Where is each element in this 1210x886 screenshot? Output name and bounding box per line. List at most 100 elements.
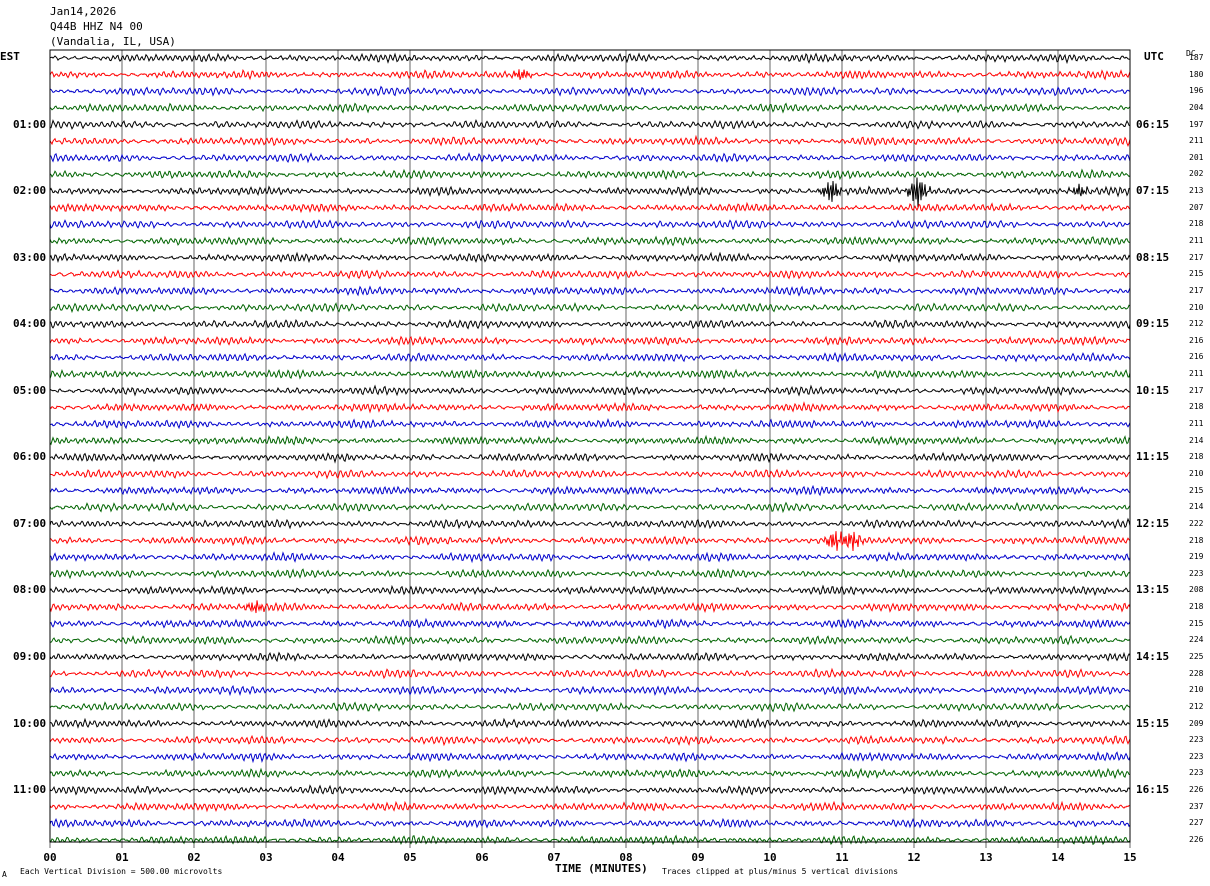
x-axis-ticks: 00 01 02 03 04 05 06 07 08 09 10 11 12 13 14 15 — [43, 851, 1136, 864]
trace-row-15 — [49, 301, 1131, 314]
trace-row-8 — [49, 177, 1131, 208]
dc-offset-value: 187 — [1189, 53, 1204, 62]
trace-row-36 — [49, 651, 1131, 663]
trace-row-17 — [49, 335, 1131, 347]
trace-row-7 — [49, 168, 1131, 181]
right-time-label: 06:15 — [1136, 117, 1170, 131]
trace-row-46 — [49, 817, 1131, 829]
x-tick-label: 00 — [43, 851, 56, 864]
trace-row-43 — [49, 767, 1131, 780]
dc-offset-value: 222 — [1189, 518, 1204, 528]
dc-offset-value: 209 — [1189, 718, 1204, 728]
dc-offset-value: 218 — [1189, 602, 1204, 612]
right-time-label: 12:15 — [1136, 516, 1170, 530]
dc-offset-value: 215 — [1189, 269, 1204, 279]
left-time-label: 05:00 — [13, 383, 47, 397]
left-time-label: 04:00 — [13, 317, 47, 331]
dc-offset-value: 223 — [1189, 751, 1204, 761]
x-tick-label: 05 — [403, 851, 416, 864]
x-tick-label: 10 — [763, 851, 776, 864]
dc-offset-value: 213 — [1189, 186, 1204, 196]
scale-note: Each Vertical Division = 500.00 microvol… — [20, 867, 223, 876]
trace-row-22 — [49, 418, 1131, 430]
trace-row-11 — [49, 235, 1131, 247]
trace-row-24 — [49, 451, 1131, 464]
dc-offset-value: 226 — [1189, 835, 1204, 844]
dc-offset-value: 211 — [1189, 136, 1204, 146]
dc-offset-value: 216 — [1189, 335, 1204, 345]
x-tick-label: 03 — [259, 851, 272, 864]
dc-offset-value: 212 — [1189, 319, 1204, 329]
dc-offset-value: 223 — [1189, 735, 1204, 745]
trace-row-30 — [49, 551, 1131, 564]
dc-offset-value: 218 — [1189, 535, 1204, 545]
right-time-label: 07:15 — [1136, 184, 1170, 198]
dc-offset-value: 211 — [1189, 236, 1204, 246]
dc-offset-value: 226 — [1189, 785, 1204, 795]
dc-offset-value: 227 — [1189, 818, 1204, 828]
dc-offset-value: 216 — [1189, 352, 1204, 362]
right-time-label: 08:15 — [1136, 250, 1170, 264]
left-time-label: 02:00 — [13, 184, 47, 198]
dc-offset-value: 210 — [1189, 302, 1204, 312]
trace-row-40 — [49, 717, 1131, 729]
dc-offset-value: 217 — [1189, 252, 1204, 262]
left-time-label: 03:00 — [13, 250, 47, 264]
right-time-label: 14:15 — [1136, 649, 1170, 663]
left-time-label: 10:00 — [13, 716, 47, 730]
dc-offset-value: 210 — [1189, 468, 1204, 478]
right-time-label: 16:15 — [1136, 783, 1170, 797]
header-station: Q44B HHZ N4 00 — [50, 20, 143, 33]
x-tick-label: 04 — [331, 851, 345, 864]
trace-row-13 — [49, 269, 1131, 280]
dc-offset-value: 180 — [1189, 69, 1204, 79]
clip-note: Traces clipped at plus/minus 5 vertical … — [662, 867, 899, 876]
right-axis-label: UTC — [1144, 50, 1164, 63]
trace-row-45 — [49, 800, 1131, 813]
trace-row-35 — [49, 634, 1131, 646]
trace-row-47 — [49, 834, 1131, 846]
dc-offset-value: 207 — [1189, 202, 1204, 212]
dc-offset-value: 218 — [1189, 402, 1204, 412]
x-tick-label: 08 — [619, 851, 632, 864]
header-location: (Vandalia, IL, USA) — [50, 35, 176, 48]
header-date: Jan14,2026 — [50, 5, 117, 18]
trace-row-42 — [49, 750, 1131, 764]
dc-offset-value: 214 — [1189, 435, 1204, 445]
trace-row-34 — [49, 617, 1131, 630]
x-tick-label: 15 — [1123, 851, 1136, 864]
dc-offset-value: 201 — [1189, 152, 1204, 162]
left-axis-label: EST — [0, 50, 20, 63]
left-time-label: 06:00 — [13, 450, 47, 464]
left-time-label: 01:00 — [13, 117, 47, 131]
trace-row-9 — [49, 201, 1131, 214]
dc-offset-value: 215 — [1189, 485, 1204, 495]
seismic-traces — [49, 52, 1131, 846]
right-time-label: 09:15 — [1136, 317, 1170, 331]
corner-mark: A — [2, 870, 7, 879]
trace-row-32 — [49, 584, 1131, 597]
dc-offset-value: 202 — [1189, 169, 1204, 179]
dc-offset-value: 214 — [1189, 502, 1204, 512]
left-time-label: 11:00 — [13, 783, 47, 797]
trace-row-44 — [49, 784, 1131, 796]
dc-offset-value: 208 — [1189, 585, 1204, 595]
x-tick-label: 14 — [1051, 851, 1065, 864]
dc-offset-value: 237 — [1189, 801, 1204, 811]
dc-offset-value: 215 — [1189, 618, 1204, 628]
trace-row-4 — [49, 118, 1131, 130]
x-tick-label: 06 — [475, 851, 489, 864]
right-time-label: 11:15 — [1136, 450, 1170, 464]
dc-offset-value: 223 — [1189, 568, 1204, 578]
trace-row-37 — [49, 667, 1131, 680]
dc-offset-value: 211 — [1189, 369, 1204, 379]
trace-row-25 — [49, 468, 1131, 480]
dc-offset-value: 196 — [1189, 86, 1204, 96]
trace-row-18 — [49, 351, 1131, 363]
trace-row-6 — [49, 152, 1131, 164]
trace-row-39 — [49, 701, 1131, 713]
trace-row-27 — [49, 501, 1131, 514]
dc-offset-value: 228 — [1189, 668, 1204, 678]
right-time-label: 15:15 — [1136, 716, 1170, 730]
x-tick-label: 07 — [547, 851, 560, 864]
